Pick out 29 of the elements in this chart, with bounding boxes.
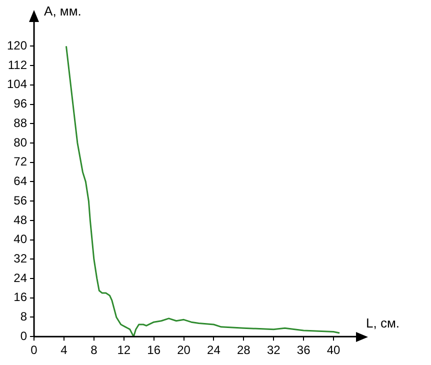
y-tick-label: 0 <box>20 328 28 343</box>
x-tick-label: 8 <box>90 343 98 358</box>
x-tick-label: 4 <box>60 343 68 358</box>
y-tick-label: 24 <box>14 270 28 285</box>
x-tick-label: 24 <box>207 343 221 358</box>
x-tick-label: 20 <box>177 343 191 358</box>
y-tick-label: 56 <box>14 193 28 208</box>
y-tick-label: 120 <box>6 38 28 53</box>
y-tick-label: 16 <box>14 290 28 304</box>
y-tick-label: 104 <box>6 77 28 92</box>
y-tick-label: 64 <box>14 174 28 188</box>
y-tick-label: 112 <box>8 58 28 72</box>
y-tick-label: 8 <box>20 310 28 324</box>
y-tick-label: 48 <box>14 212 28 227</box>
x-tick-label: 0 <box>30 343 38 358</box>
x-tick-label: 28 <box>237 343 251 358</box>
y-tick-label: 40 <box>14 232 28 246</box>
y-tick-label: 32 <box>14 251 28 266</box>
x-tick-label: 36 <box>296 343 311 358</box>
x-tick-label: 32 <box>266 343 281 358</box>
x-tick-label: 40 <box>326 343 341 358</box>
x-axis-title: L, см. <box>366 316 400 331</box>
x-tick-label: 16 <box>147 343 161 358</box>
y-tick-label: 72 <box>14 154 28 169</box>
y-tick-label: 80 <box>14 135 28 150</box>
y-tick-label: 88 <box>14 116 28 130</box>
y-axis-title: A, мм. <box>44 4 82 19</box>
x-tick-label: 12 <box>117 343 131 358</box>
y-tick-label: 96 <box>14 96 28 111</box>
